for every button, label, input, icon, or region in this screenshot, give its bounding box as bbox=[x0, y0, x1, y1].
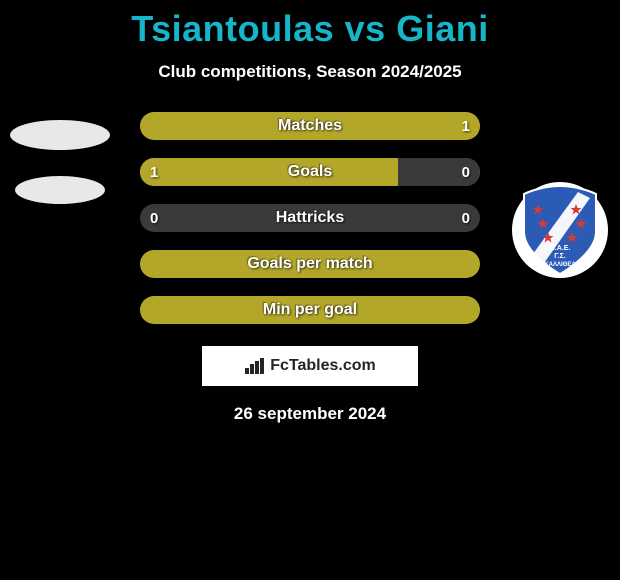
brand-box: FcTables.com bbox=[202, 346, 418, 386]
date-text: 26 september 2024 bbox=[0, 404, 620, 424]
svg-text:ΚΑΛΛΙΘΕΑ: ΚΑΛΛΙΘΕΑ bbox=[544, 262, 576, 268]
bar-label: Hattricks bbox=[140, 209, 480, 227]
bar-label: Matches bbox=[140, 117, 480, 135]
stat-bar-row: 00Hattricks bbox=[140, 204, 480, 232]
bar-chart-icon bbox=[244, 357, 266, 375]
bar-label: Min per goal bbox=[140, 301, 480, 319]
stats-bars: 1Matches 10Goals 00Hattricks Goals per matc… bbox=[140, 112, 480, 324]
bar-label: Goals bbox=[140, 163, 480, 181]
stat-bar-row: 10Goals bbox=[140, 158, 480, 186]
stat-bar-row: Min per goal bbox=[140, 296, 480, 324]
page-title: Tsiantoulas vs Giani bbox=[0, 0, 620, 50]
stat-bar-row: Goals per match bbox=[140, 250, 480, 278]
stat-bar-row: 1Matches bbox=[140, 112, 480, 140]
avatar-placeholder-ellipse bbox=[10, 120, 110, 150]
player-right-club-logo: 1966 Π.Α.Ε. Γ.Σ. ΚΑΛΛΙΘΕΑ bbox=[510, 180, 610, 280]
svg-text:Π.Α.Ε.: Π.Α.Ε. bbox=[550, 245, 571, 252]
club-shield-icon: 1966 Π.Α.Ε. Γ.Σ. ΚΑΛΛΙΘΕΑ bbox=[510, 180, 610, 280]
avatar-placeholder-ellipse bbox=[15, 176, 105, 204]
svg-text:Γ.Σ.: Γ.Σ. bbox=[554, 253, 566, 260]
svg-text:1966: 1966 bbox=[550, 188, 570, 198]
player-left-avatar bbox=[10, 120, 110, 220]
bar-label: Goals per match bbox=[140, 255, 480, 273]
subtitle: Club competitions, Season 2024/2025 bbox=[0, 62, 620, 82]
brand-text: FcTables.com bbox=[270, 357, 376, 375]
